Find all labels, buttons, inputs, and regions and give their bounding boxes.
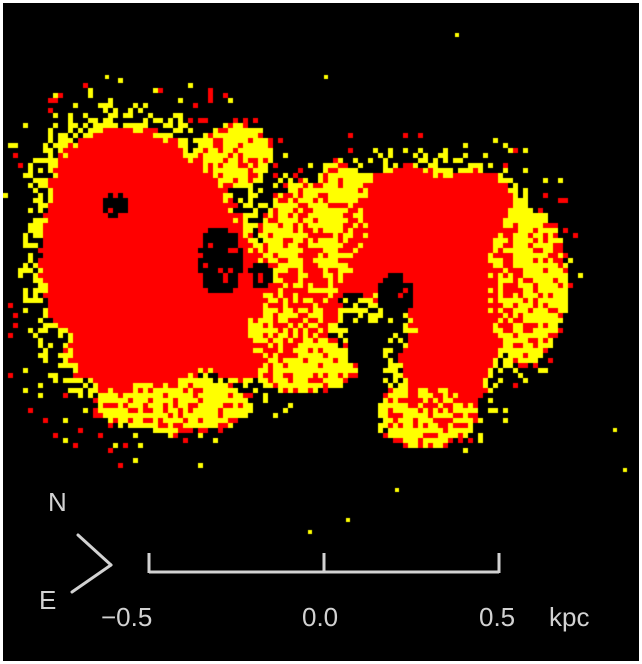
compass-north-label: N — [48, 487, 67, 517]
scale-tick-label-left: −0.5 — [101, 602, 153, 632]
compass-east-label: E — [39, 585, 57, 615]
scale-tick-label-center: 0.0 — [302, 602, 339, 632]
scale-tick-label-right: 0.5 — [479, 602, 516, 632]
image-frame: N E −0.5 0.0 0.5 kpc — [3, 3, 639, 661]
scale-unit-label: kpc — [549, 602, 590, 632]
emission-map — [3, 3, 639, 661]
